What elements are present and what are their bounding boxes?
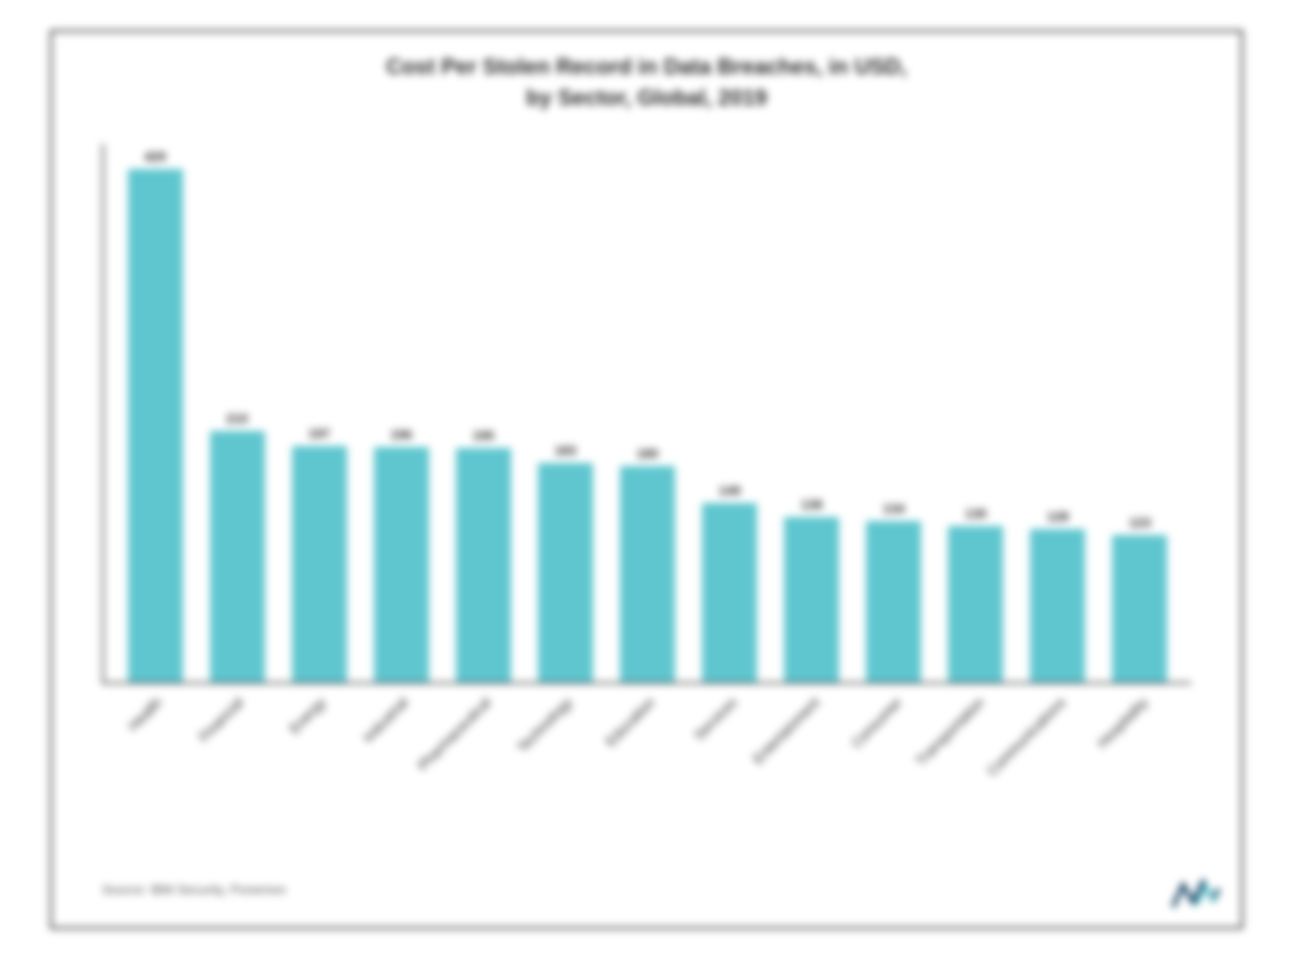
bar: [784, 517, 839, 682]
bar-group: 429: [114, 144, 196, 682]
bar: [374, 447, 429, 681]
bar-group: 183: [524, 144, 606, 682]
x-axis-label-text: Industrial: [360, 694, 411, 745]
bar-group: 123: [1099, 144, 1181, 682]
x-axis-label: Hospitality: [1099, 684, 1181, 834]
bar-value-label: 210: [226, 411, 248, 426]
x-axis-label: Financial: [194, 684, 276, 834]
x-axis-label: Technology: [523, 684, 605, 834]
bar-group: 138: [771, 144, 853, 682]
x-axis-label: Health: [112, 684, 194, 834]
x-axis-label-text: Health: [125, 694, 165, 734]
bars-wrapper: 429 210 197 196 195 183 180 149 138 134 130 128 123: [104, 144, 1191, 682]
bar-group: 180: [606, 144, 688, 682]
bar-value-label: 183: [555, 443, 577, 458]
title-line-1: Cost Per Stolen Record in Data Breaches,…: [386, 54, 907, 79]
chart-container: Cost Per Stolen Record in Data Breaches,…: [50, 30, 1243, 929]
x-axis-label: Education: [605, 684, 687, 834]
bar-value-label: 128: [1047, 509, 1069, 524]
bar: [128, 169, 183, 682]
bar: [538, 463, 593, 682]
bar: [702, 503, 757, 681]
bar: [292, 446, 347, 682]
bar-value-label: 130: [965, 506, 987, 521]
bar-group: 197: [278, 144, 360, 682]
bar-group: 130: [935, 144, 1017, 682]
brand-logo: [1171, 877, 1221, 912]
bar-group: 128: [1017, 144, 1099, 682]
x-axis-label-text: Hospitality: [1094, 694, 1151, 751]
plot-area: 429 210 197 196 195 183 180 149 138 134 130 128 123: [102, 144, 1191, 684]
title-line-2: by Sector, Global, 2019: [526, 85, 767, 110]
bar-value-label: 196: [390, 427, 412, 442]
bar: [456, 448, 511, 681]
x-axis-label-text: Services: [691, 694, 740, 743]
bar: [1112, 535, 1167, 682]
bar-value-label: 134: [883, 501, 905, 516]
x-axis-label-text: Education: [602, 694, 657, 749]
x-axis-label-text: Energy: [286, 694, 329, 737]
bar-group: 149: [689, 144, 771, 682]
x-axis-label-text: Consumer: [848, 694, 905, 751]
bar: [948, 526, 1003, 681]
bar-value-label: 195: [473, 428, 495, 443]
bar-value-label: 197: [308, 426, 330, 441]
x-axis-labels: Health Financial Energy Industrial Pharmaceu…: [102, 684, 1191, 834]
chart-title: Cost Per Stolen Record in Data Breaches,…: [72, 52, 1221, 114]
bar-value-label: 149: [719, 483, 741, 498]
bar: [210, 431, 265, 682]
bar-value-label: 429: [144, 149, 166, 164]
x-axis-label: Energy: [276, 684, 358, 834]
bar-value-label: 123: [1129, 515, 1151, 530]
bar-group: 210: [196, 144, 278, 682]
x-axis-label: Communications: [1017, 684, 1099, 834]
bar-value-label: 138: [801, 497, 823, 512]
bar: [866, 521, 921, 681]
bar: [620, 466, 675, 681]
source-note: Source: IBM Security, Ponemon: [102, 882, 286, 897]
x-axis-label-text: Technology: [514, 694, 575, 755]
x-axis-label: Pharmaceutical: [441, 684, 523, 834]
bar-group: 195: [442, 144, 524, 682]
bar-group: 196: [360, 144, 442, 682]
bar-group: 134: [853, 144, 935, 682]
bar: [1030, 529, 1085, 682]
x-axis-label-text: Financial: [196, 694, 247, 745]
x-axis-label: Entertainment: [770, 684, 852, 834]
bar-value-label: 180: [637, 446, 659, 461]
